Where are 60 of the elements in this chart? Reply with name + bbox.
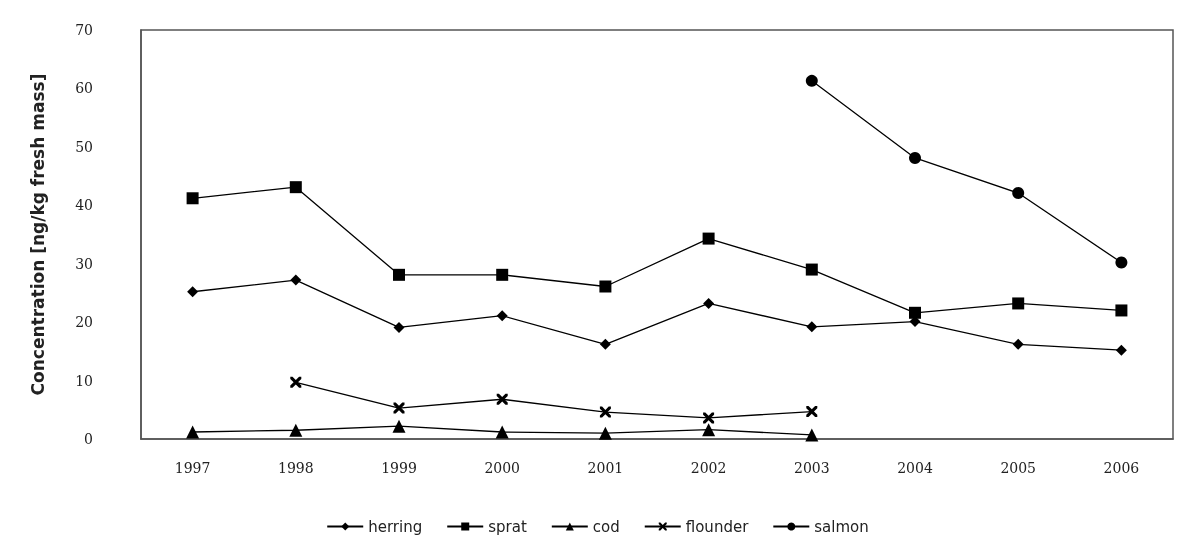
y-tick-label: 10 [75,372,93,389]
legend-label: cod [592,517,620,536]
point [702,232,715,245]
x-tick-label: 2000 [484,460,521,476]
legend-label: sprat [488,517,527,536]
point [909,151,921,164]
point [289,181,302,194]
point [1012,338,1024,350]
x-tick-label: 1997 [174,460,211,476]
legend-label: flounder [685,517,750,536]
x-tick-label: 2002 [690,460,727,476]
point [909,306,921,319]
point [393,268,405,281]
x-tick-label: 2003 [793,460,830,476]
point [186,425,200,439]
point [598,426,612,440]
point [1012,297,1025,310]
x-tick-label: 2005 [1000,460,1037,476]
point [703,297,715,309]
y-axis-title: Concentration [ng/kg fresh mass] [27,73,48,396]
point [496,268,509,281]
x-tick-label: 2001 [587,460,624,476]
point [805,428,819,442]
y-tick-label: 40 [75,197,93,214]
point [289,423,303,437]
legend-label: herring [368,517,423,536]
y-tick-label: 70 [75,22,93,38]
point [702,423,716,437]
point [496,310,508,322]
point [187,286,199,298]
y-tick-label: 20 [75,314,93,331]
point [186,192,199,205]
point [703,412,715,424]
y-tick-label: 30 [75,255,93,272]
point [806,321,818,333]
x-tick-label: 2004 [897,460,933,476]
point [496,393,508,405]
point [290,274,302,286]
legend-label: salmon [814,517,869,536]
point [599,280,612,293]
y-tick-label: 60 [75,80,93,97]
point [495,425,509,439]
point [599,406,611,418]
point [1115,344,1127,356]
point [393,402,405,414]
x-tick-label: 2006 [1103,460,1140,476]
point [806,406,818,418]
y-tick-label: 50 [75,138,93,155]
point [805,74,818,87]
x-tick-label: 1998 [277,460,314,476]
point [290,376,302,388]
point [805,263,818,276]
point [392,419,406,433]
point [599,338,611,350]
point [1115,304,1128,317]
point [1012,187,1025,200]
x-tick-label: 1999 [381,460,417,476]
y-tick-label: 0 [84,431,93,447]
point [393,321,405,333]
point [1115,256,1128,269]
